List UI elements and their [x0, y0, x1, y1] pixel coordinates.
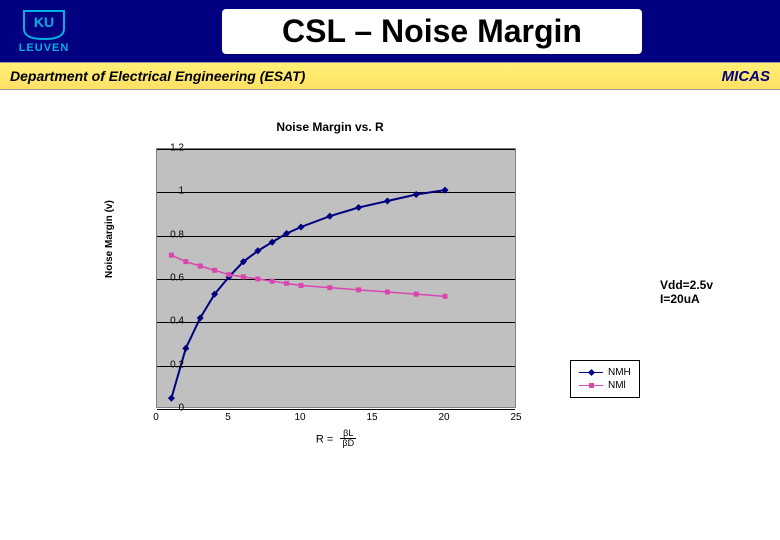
x-tick: 0: [153, 412, 159, 423]
series-marker-NMl: [299, 283, 304, 288]
legend-item-NMH: NMH: [579, 367, 631, 378]
svg-text:KU: KU: [34, 14, 54, 30]
series-marker-NMl: [212, 268, 217, 273]
x-axis-label: R = βL βD: [156, 430, 516, 449]
annotation: Vdd=2.5v I=20uA: [660, 278, 713, 306]
department-label: Department of Electrical Engineering (ES…: [10, 68, 305, 84]
annotation-vdd: Vdd=2.5v: [660, 278, 713, 292]
xlabel-fraction: βL βD: [340, 429, 356, 448]
micas-label: MICAS: [722, 68, 770, 85]
y-tick: 1: [178, 186, 184, 197]
annotation-current: I=20uA: [660, 292, 713, 306]
shield-icon: KU: [22, 9, 66, 41]
series-marker-NMH: [413, 191, 420, 198]
page-title: CSL – Noise Margin: [222, 9, 642, 54]
series-marker-NMH: [297, 223, 304, 230]
series-marker-NMl: [169, 253, 174, 258]
subheader: Department of Electrical Engineering (ES…: [0, 62, 780, 90]
series-marker-NMH: [168, 395, 175, 402]
y-tick: 0.2: [170, 359, 184, 370]
y-tick: 0.4: [170, 316, 184, 327]
series-marker-NMH: [384, 197, 391, 204]
series-marker-NMl: [270, 279, 275, 284]
plot-area: [156, 148, 516, 408]
x-tick: 20: [438, 412, 449, 423]
legend-label: NMl: [608, 380, 626, 391]
x-tick: 25: [510, 412, 521, 423]
y-tick: 0.8: [170, 229, 184, 240]
x-tick: 10: [294, 412, 305, 423]
gridline: [157, 409, 515, 410]
x-tick: 5: [225, 412, 231, 423]
plot: Noise Margin (v) R = βL βD 00.20.40.60.8…: [110, 148, 550, 448]
legend-swatch: [579, 369, 603, 377]
logo-text: LEUVEN: [19, 42, 70, 54]
series-marker-NMl: [284, 281, 289, 286]
xlabel-prefix: R =: [316, 433, 333, 445]
legend: NMH NMl: [570, 360, 640, 398]
series-marker-NMH: [182, 345, 189, 352]
noise-margin-chart: Noise Margin vs. R Noise Margin (v) R = …: [110, 120, 550, 460]
legend-swatch: [579, 382, 603, 390]
xlabel-denominator: βD: [340, 439, 356, 448]
series-marker-NMH: [355, 204, 362, 211]
series-marker-NMl: [255, 277, 260, 282]
series-marker-NMl: [443, 294, 448, 299]
series-marker-NMl: [385, 290, 390, 295]
series-line-NMl: [171, 255, 445, 296]
y-axis-label: Noise Margin (v): [104, 200, 115, 278]
series-marker-NMH: [326, 213, 333, 220]
y-tick: 1.2: [170, 143, 184, 154]
series-marker-NMl: [327, 285, 332, 290]
slide-body: Noise Margin vs. R Noise Margin (v) R = …: [0, 90, 780, 540]
series-marker-NMl: [227, 272, 232, 277]
series-marker-NMl: [198, 264, 203, 269]
y-tick: 0: [178, 403, 184, 414]
y-tick: 0.6: [170, 273, 184, 284]
chart-title: Noise Margin vs. R: [110, 120, 550, 134]
series-marker-NMl: [183, 259, 188, 264]
series-marker-NMl: [356, 287, 361, 292]
x-tick: 15: [366, 412, 377, 423]
series-marker-NMl: [241, 274, 246, 279]
series-marker-NMH: [441, 187, 448, 194]
ku-leuven-logo: KU LEUVEN: [4, 2, 84, 60]
series-marker-NMl: [414, 292, 419, 297]
series-svg: [157, 149, 517, 409]
legend-label: NMH: [608, 367, 631, 378]
header: KU LEUVEN CSL – Noise Margin: [0, 0, 780, 62]
legend-item-NMl: NMl: [579, 380, 631, 391]
